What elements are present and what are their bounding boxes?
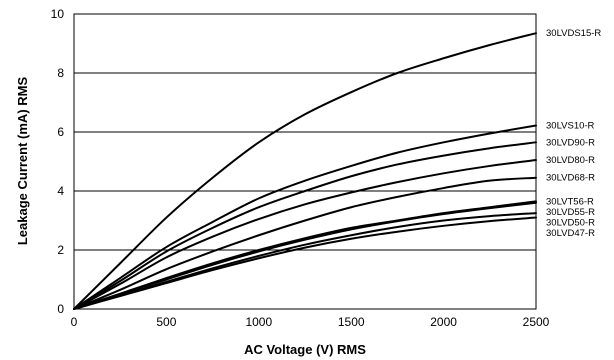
x-tick-label: 1000 xyxy=(245,315,272,329)
x-axis-title: AC Voltage (V) RMS xyxy=(244,342,366,357)
y-tick-label: 10 xyxy=(51,7,65,21)
series-line-30lvd90-r xyxy=(73,141,537,310)
y-tick-label: 2 xyxy=(57,243,64,257)
series-label: 30LVD47-R xyxy=(546,228,595,239)
series-label: 30LVD80-R xyxy=(546,155,595,166)
series-line-30lvd55-r xyxy=(73,201,537,310)
x-tick-label: 2000 xyxy=(430,315,457,329)
series-label: 30LVDS15-R xyxy=(546,28,601,39)
x-tick-label: 500 xyxy=(156,315,176,329)
plot-frame xyxy=(73,13,537,310)
y-tick-label: 0 xyxy=(57,302,64,316)
series-lines xyxy=(73,32,537,310)
series-line-30lvs10-r xyxy=(73,124,537,310)
series-label: 30LVD50-R xyxy=(546,217,595,228)
x-axis-ticks: 0 500 1000 1500 2000 2500 xyxy=(71,315,550,329)
series-labels: 30LVDS15-R 30LVS10-R 30LVD90-R 30LVD80-R 30L… xyxy=(546,28,601,239)
grid-lines xyxy=(74,72,536,251)
series-label: 30LVD68-R xyxy=(546,173,595,184)
y-tick-label: 6 xyxy=(57,125,64,139)
series-label: 30LVD90-R xyxy=(546,137,595,148)
series-line-30lvd47-r xyxy=(73,216,537,310)
y-tick-label: 4 xyxy=(57,184,64,198)
series-label: 30LVD55-R xyxy=(546,207,595,218)
y-tick-label: 8 xyxy=(57,66,64,80)
x-tick-label: 0 xyxy=(71,315,78,329)
y-axis-ticks: 0 2 4 6 8 10 xyxy=(51,7,65,316)
series-label: 30LVT56-R xyxy=(546,196,594,207)
series-line-30lvd80-r xyxy=(73,159,537,310)
series-label: 30LVS10-R xyxy=(546,121,595,132)
x-tick-label: 2500 xyxy=(523,315,550,329)
y-axis-title: Leakage Current (mA) RMS xyxy=(15,77,30,246)
series-line-30lvds15-r xyxy=(73,32,537,310)
series-line-30lvd68-r xyxy=(73,176,537,310)
x-tick-label: 1500 xyxy=(338,315,365,329)
